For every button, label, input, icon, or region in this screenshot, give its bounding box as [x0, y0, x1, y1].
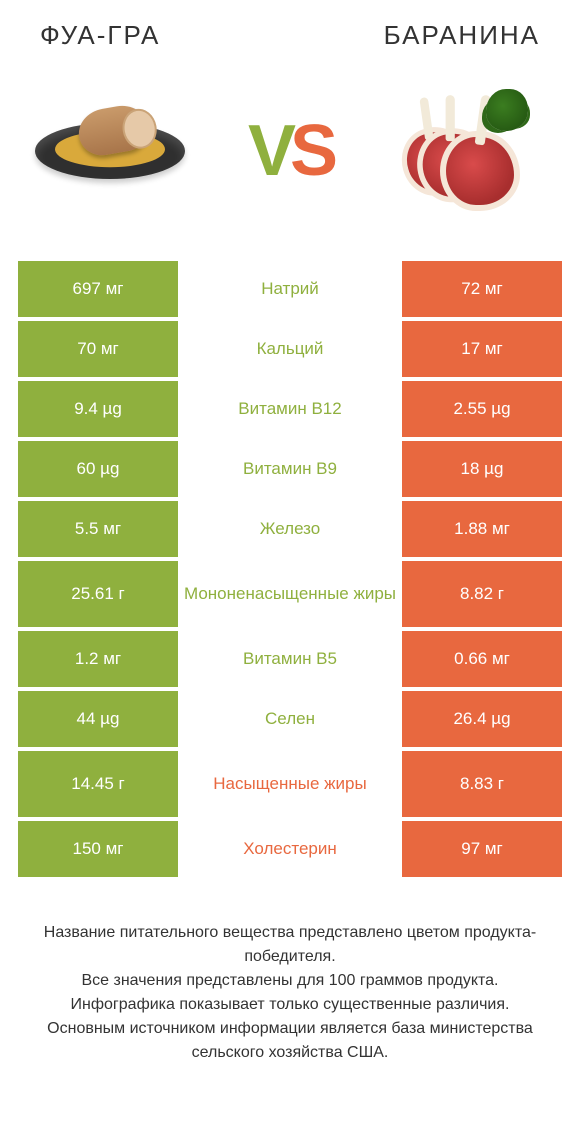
right-value: 72 мг — [402, 261, 562, 317]
nutrient-label: Холестерин — [178, 821, 402, 877]
vs-label: VS — [248, 110, 332, 192]
left-value: 70 мг — [18, 321, 178, 377]
lamb-image — [390, 81, 550, 221]
footer-note: Название питательного вещества представл… — [0, 881, 580, 1065]
left-value: 5.5 мг — [18, 501, 178, 557]
right-value: 26.4 µg — [402, 691, 562, 747]
table-row: 25.61 гМононенасыщенные жиры8.82 г — [18, 561, 562, 627]
nutrient-label: Кальций — [178, 321, 402, 377]
right-value: 1.88 мг — [402, 501, 562, 557]
right-value: 8.83 г — [402, 751, 562, 817]
left-value: 60 µg — [18, 441, 178, 497]
nutrient-label: Селен — [178, 691, 402, 747]
header: ФУА-ГРА БАРАНИНА — [0, 0, 580, 61]
right-value: 18 µg — [402, 441, 562, 497]
right-value: 0.66 мг — [402, 631, 562, 687]
table-row: 150 мгХолестерин97 мг — [18, 821, 562, 877]
right-value: 8.82 г — [402, 561, 562, 627]
right-value: 17 мг — [402, 321, 562, 377]
left-value: 9.4 µg — [18, 381, 178, 437]
left-value: 1.2 мг — [18, 631, 178, 687]
table-row: 14.45 гНасыщенные жиры8.83 г — [18, 751, 562, 817]
vs-v: V — [248, 111, 290, 191]
nutrient-label: Насыщенные жиры — [178, 751, 402, 817]
table-row: 9.4 µgВитамин B122.55 µg — [18, 381, 562, 437]
table-row: 1.2 мгВитамин B50.66 мг — [18, 631, 562, 687]
left-value: 697 мг — [18, 261, 178, 317]
footer-line: Основным источником информации является … — [28, 1017, 552, 1065]
footer-line: Название питательного вещества представл… — [28, 921, 552, 969]
nutrient-label: Витамин B5 — [178, 631, 402, 687]
right-value: 2.55 µg — [402, 381, 562, 437]
vs-s: S — [290, 111, 332, 191]
table-row: 60 µgВитамин B918 µg — [18, 441, 562, 497]
left-value: 25.61 г — [18, 561, 178, 627]
nutrient-label: Витамин B12 — [178, 381, 402, 437]
left-value: 44 µg — [18, 691, 178, 747]
right-value: 97 мг — [402, 821, 562, 877]
left-value: 14.45 г — [18, 751, 178, 817]
left-value: 150 мг — [18, 821, 178, 877]
footer-line: Инфографика показывает только существенн… — [28, 993, 552, 1017]
table-row: 5.5 мгЖелезо1.88 мг — [18, 501, 562, 557]
title-right: БАРАНИНА — [384, 20, 540, 51]
nutrient-label: Железо — [178, 501, 402, 557]
foie-gras-image — [30, 81, 190, 221]
title-left: ФУА-ГРА — [40, 20, 160, 51]
comparison-table: 697 мгНатрий72 мг70 мгКальций17 мг9.4 µg… — [0, 261, 580, 877]
images-row: VS — [0, 61, 580, 261]
nutrient-label: Натрий — [178, 261, 402, 317]
table-row: 697 мгНатрий72 мг — [18, 261, 562, 317]
nutrient-label: Витамин B9 — [178, 441, 402, 497]
table-row: 70 мгКальций17 мг — [18, 321, 562, 377]
nutrient-label: Мононенасыщенные жиры — [178, 561, 402, 627]
footer-line: Все значения представлены для 100 граммо… — [28, 969, 552, 993]
table-row: 44 µgСелен26.4 µg — [18, 691, 562, 747]
